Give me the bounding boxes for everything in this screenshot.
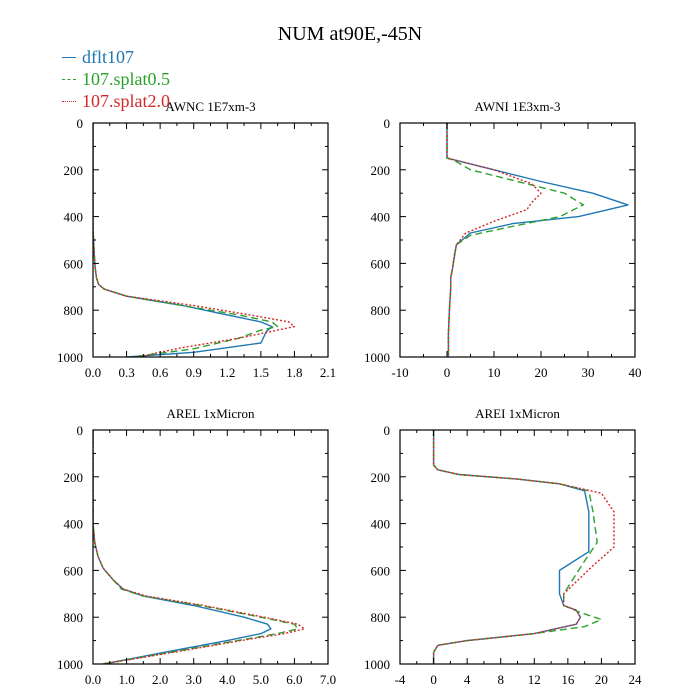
y-tick-label: 600 [64, 563, 84, 578]
x-tick-label: 0 [430, 672, 437, 687]
y-tick-label: 1000 [57, 350, 83, 365]
x-tick-label: 0.0 [85, 672, 101, 687]
panel-title: AREL 1xMicron [167, 406, 255, 421]
series-group [446, 123, 629, 357]
y-tick-label: 400 [371, 517, 391, 532]
x-tick-label: 10 [488, 365, 501, 380]
y-tick-label: 0 [77, 423, 84, 438]
series-group [93, 123, 296, 357]
x-tick-label: 0.0 [85, 365, 101, 380]
x-tick-label: 16 [561, 672, 575, 687]
x-tick-label: 1.5 [253, 365, 269, 380]
figure-title: NUM at90E,-45N [278, 23, 422, 45]
series-group [432, 430, 615, 664]
legend-label: 107.splat2.0 [82, 90, 170, 111]
legend-label: dflt107 [82, 46, 134, 67]
y-tick-label: 1000 [57, 657, 83, 672]
x-tick-label: 20 [595, 672, 608, 687]
x-tick-label: 24 [629, 672, 643, 687]
panel-3: AREL 1xMicron 0.0 1.0 2.0 3.0 4.0 5.0 6.0 7.0 0 20… [57, 406, 336, 687]
y-tick-label: 800 [64, 610, 84, 625]
series-line-107.splat2.0 [446, 123, 542, 357]
legend: dflt107 107.splat0.5 107.splat2.0 [62, 46, 170, 112]
series-line-dflt107 [93, 123, 273, 357]
plot-frame [92, 429, 329, 665]
legend-label: 107.splat0.5 [82, 68, 170, 89]
y-tick-label: 1000 [364, 657, 390, 672]
y-tick-label: 200 [371, 470, 391, 485]
x-tick-label: 0 [444, 365, 451, 380]
series-line-107.splat0.5 [93, 123, 279, 357]
x-tick-label: 30 [582, 365, 595, 380]
series-line-107.splat0.5 [93, 430, 299, 664]
y-tick-label: 600 [64, 256, 84, 271]
x-tick-label: 2.0 [152, 672, 168, 687]
legend-item-splat05: 107.splat0.5 [62, 68, 170, 90]
y-tick-label: 400 [64, 517, 84, 532]
x-tick-label: -10 [391, 365, 408, 380]
y-tick-label: 800 [371, 610, 391, 625]
x-tick-label: 5.0 [253, 672, 269, 687]
x-tick-label: 1.2 [219, 365, 235, 380]
x-tick-label: 4.0 [219, 672, 235, 687]
plot-frame [399, 429, 636, 665]
x-tick-label: 1.8 [286, 365, 302, 380]
panel-title: AREI 1xMicron [475, 406, 560, 421]
y-tick-label: 400 [64, 210, 84, 225]
panel-4: AREI 1xMicron -4 0 4 8 12 16 20 24 0 200 400 600 800 1… [364, 406, 642, 687]
x-tick-label: 0.3 [118, 365, 134, 380]
series-group [93, 430, 306, 664]
y-tick-label: 200 [64, 163, 84, 178]
legend-item-dflt107: dflt107 [62, 46, 170, 68]
y-tick-label: 600 [371, 563, 391, 578]
x-tick-label: 8 [497, 672, 504, 687]
legend-swatch [62, 78, 76, 80]
series-line-107.splat2.0 [93, 430, 306, 664]
legend-swatch [62, 56, 76, 58]
y-tick-label: 0 [384, 423, 391, 438]
x-tick-label: 40 [629, 365, 642, 380]
x-tick-label: 4 [464, 672, 471, 687]
y-tick-label: 800 [371, 303, 391, 318]
x-tick-label: 20 [535, 365, 548, 380]
y-tick-label: 0 [384, 116, 391, 131]
panel-title: AWNC 1E7xm-3 [165, 99, 255, 114]
series-line-dflt107 [446, 123, 629, 357]
series-line-107.splat2.0 [93, 123, 296, 357]
x-tick-label: 12 [528, 672, 541, 687]
panel-2: AWNI 1E3xm-3-10 0 10 20 30 400200400600800100… [364, 99, 642, 380]
panel-1: AWNC 1E7xm-3 0.0 0.3 0.6 0.9 1.2 1.5 1.8 2.1 0 200… [57, 99, 336, 380]
y-tick-label: 600 [371, 256, 391, 271]
x-tick-label: 7.0 [320, 672, 336, 687]
series-line-107.splat2.0 [432, 430, 615, 664]
x-tick-label: 3.0 [186, 672, 202, 687]
x-tick-label: 1.0 [118, 672, 134, 687]
x-tick-label: 0.6 [152, 365, 169, 380]
series-line-107.splat0.5 [446, 123, 584, 357]
plot-frame [399, 122, 636, 358]
y-tick-label: 400 [371, 210, 391, 225]
y-tick-label: 0 [77, 116, 84, 131]
y-tick-label: 200 [371, 163, 391, 178]
y-tick-label: 800 [64, 303, 84, 318]
x-tick-label: 0.9 [186, 365, 202, 380]
y-tick-label: 200 [64, 470, 84, 485]
legend-swatch [62, 100, 76, 102]
x-tick-label: 6.0 [286, 672, 302, 687]
series-line-107.splat0.5 [432, 430, 603, 664]
x-tick-label: -4 [395, 672, 406, 687]
panel-title: AWNI 1E3xm-3 [475, 99, 561, 114]
plot-frame [92, 122, 329, 358]
legend-item-splat20: 107.splat2.0 [62, 90, 170, 112]
x-tick-label: 2.1 [320, 365, 336, 380]
series-line-dflt107 [93, 430, 272, 664]
y-tick-label: 1000 [364, 350, 390, 365]
